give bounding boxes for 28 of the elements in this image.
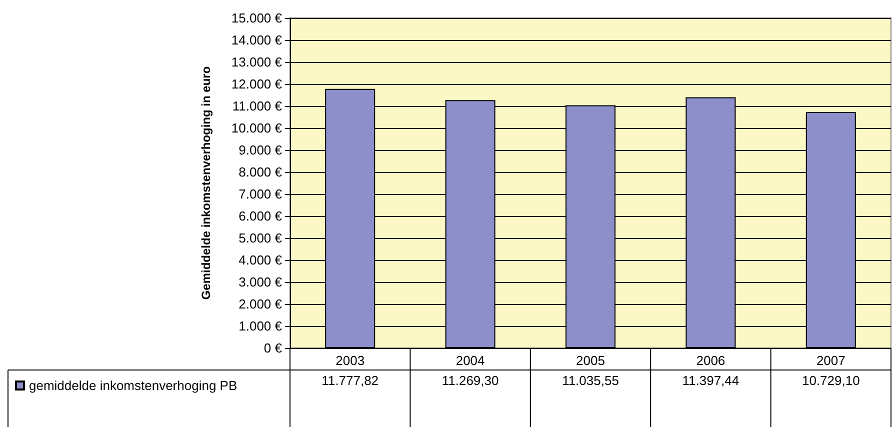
x-tick-label: 2004 [456,353,485,368]
y-tick-label: 3.000 € [238,274,283,290]
y-tick-label: 12.000 € [231,76,283,92]
x-tick-label: 2003 [336,353,365,368]
y-tick-label: 15.000 € [231,10,283,26]
y-tick-label: 4.000 € [238,252,283,268]
y-tick-label: 2.000 € [238,296,283,312]
data-label: 11.035,55 [562,373,619,388]
data-label: 10.729,10 [802,373,860,388]
y-tick-label: 9.000 € [238,142,283,158]
data-label: 11.269,30 [442,373,499,388]
data-label: 11.397,44 [682,373,740,388]
y-tick-label: 8.000 € [238,164,283,180]
y-axis-title: Gemiddelde inkomstenverhoging in euro [199,66,213,300]
x-tick-label: 2005 [576,353,605,368]
x-tick-label: 2007 [816,353,846,368]
y-tick-label: 7.000 € [238,186,283,202]
y-tick-label: 14.000 € [231,32,283,48]
y-tick-label: 13.000 € [231,54,283,70]
legend-label: gemiddelde inkomstenverhoging PB [29,378,238,393]
y-tick-label: 5.000 € [238,230,283,246]
y-tick-label: 1.000 € [238,318,283,334]
y-tick-label: 11.000 € [232,98,283,114]
y-tick-label: 6.000 € [238,208,283,224]
y-tick-label: 10.000 € [231,120,283,136]
y-tick-label: 0 € [264,340,283,356]
x-tick-label: 2006 [696,353,726,368]
data-label: 11.777,82 [322,373,379,388]
